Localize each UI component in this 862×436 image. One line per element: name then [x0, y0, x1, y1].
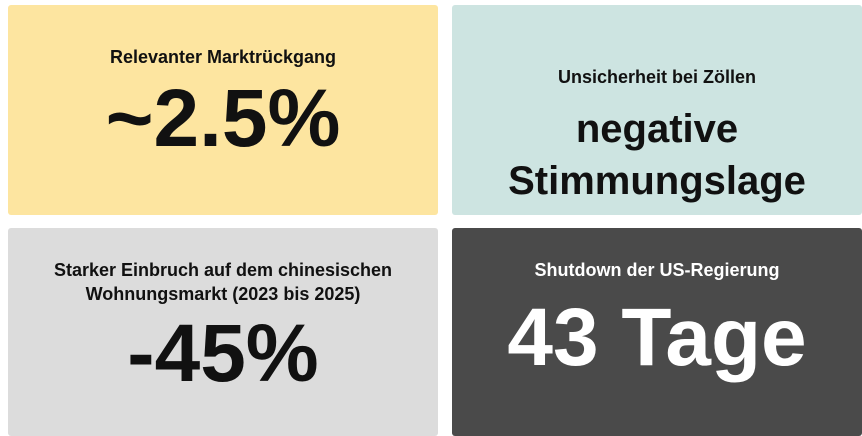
kpi-card: Unsicherheit bei Zöllen negative Stimmungs…: [452, 5, 862, 215]
value-line: 43 Tage: [507, 292, 807, 383]
value-line: ~2.5%: [105, 73, 341, 164]
card-value: negative Stimmungslage: [452, 103, 862, 207]
value-line: negative: [575, 107, 739, 151]
label-line: Unsicherheit bei Zöllen: [557, 67, 757, 87]
label-line: Shutdown der US-Regierung: [534, 260, 780, 280]
label-line: Relevanter Marktrückgang: [109, 47, 337, 67]
card-label: Shutdown der US-Regierung: [452, 258, 862, 282]
card-label: Starker Einbruch auf dem chinesischen Woh…: [8, 258, 438, 306]
card-value: 43 Tage: [452, 290, 862, 386]
kpi-card: Starker Einbruch auf dem chinesischen Woh…: [8, 228, 438, 436]
kpi-card: Relevanter Marktrückgang ~2.5%: [8, 5, 438, 215]
value-line: Stimmungslage: [508, 159, 806, 203]
label-line: Starker Einbruch auf dem chinesischen: [53, 260, 393, 280]
card-label: Relevanter Marktrückgang: [8, 45, 438, 69]
card-value: -45%: [8, 306, 438, 402]
value-line: -45%: [127, 308, 319, 399]
card-label: Unsicherheit bei Zöllen: [452, 65, 862, 89]
kpi-card: Shutdown der US-Regierung 43 Tage: [452, 228, 862, 436]
label-line: Wohnungsmarkt (2023 bis 2025): [85, 284, 361, 304]
card-value: ~2.5%: [8, 71, 438, 167]
